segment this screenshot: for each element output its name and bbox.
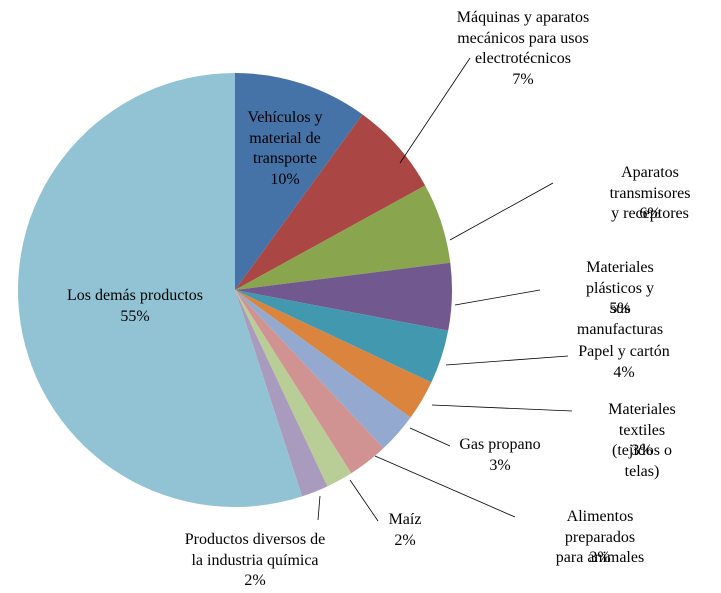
slice-label: Materiales textiles (tejidos o telas) xyxy=(608,401,676,480)
leader-line xyxy=(374,455,516,518)
pie-slice xyxy=(235,290,352,487)
leader-line xyxy=(431,404,573,412)
pie-slice xyxy=(235,114,426,290)
slice-label: Productos diversos de la industria quími… xyxy=(184,531,326,569)
leader-line xyxy=(409,427,451,447)
pie-slice xyxy=(235,290,432,418)
slice-value-label: 7% xyxy=(512,70,534,88)
slice-value-label: 2% xyxy=(394,531,416,549)
slice-value-label: 4% xyxy=(613,363,635,381)
leader-line xyxy=(399,57,471,164)
slice-label: Máquinas y aparatos mecánicos para usos … xyxy=(456,9,590,67)
pie-slice xyxy=(235,290,328,497)
leader-line xyxy=(349,479,379,522)
pie-slice xyxy=(235,290,384,474)
pie-slice xyxy=(235,290,411,449)
leader-line xyxy=(445,355,569,366)
slice-value-label: 3% xyxy=(589,549,611,566)
leader-line xyxy=(317,495,321,521)
slice-value-label: 3% xyxy=(631,442,653,459)
pie-slice xyxy=(235,185,451,290)
slice-label: Alimentos preparados para animales xyxy=(555,508,645,566)
slice-label: Papel y cartón xyxy=(578,343,670,360)
leader-line xyxy=(454,289,541,306)
slice-value-label: 3% xyxy=(489,456,511,474)
slice-label: Aparatos transmisores y receptores xyxy=(609,164,691,222)
pie-slice xyxy=(235,262,452,331)
slice-label: Materiales plásticos y sus manufacturas xyxy=(576,259,664,338)
slice-value-label: 10% xyxy=(270,170,300,188)
slice-value-label: 5% xyxy=(609,300,631,317)
slice-label: Los demás productos xyxy=(67,287,203,304)
pie-slice xyxy=(17,73,303,508)
leader-line xyxy=(449,182,554,241)
slice-value-label: 2% xyxy=(244,572,266,589)
pie-slice xyxy=(235,290,449,383)
slice-label: Vehículos y material de transporte xyxy=(247,109,323,167)
slice-label: Gas propano xyxy=(459,436,541,453)
slice-value-label: 6% xyxy=(639,205,661,222)
slice-value-label: 55% xyxy=(120,307,150,325)
pie-slice xyxy=(235,73,363,290)
slice-label: Maíz xyxy=(388,511,422,528)
